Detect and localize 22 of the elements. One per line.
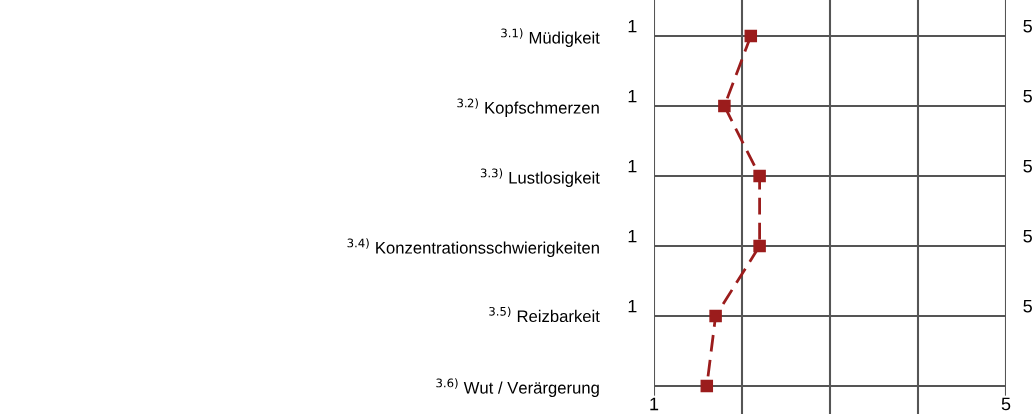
text: 1 (628, 299, 637, 313)
text: 5 (1023, 229, 1032, 243)
y-tick-label: $^{3.1)}$ Müdigkeit (501, 28, 600, 48)
point (753, 169, 766, 183)
y-tick-label: $^{3.2)}$ Kopfschmerzen (457, 98, 599, 118)
point (744, 29, 758, 43)
text: 5 (1023, 299, 1032, 313)
y-tick-label: $^{3.5)}$ Reizbarkeit (489, 306, 600, 323)
y-tick-label: $^{3.3)}$ Lustlosigkeit (480, 168, 600, 188)
text: 1 (628, 159, 637, 173)
point (709, 309, 722, 323)
text: 1 (628, 89, 637, 103)
point (718, 99, 731, 113)
point (753, 239, 766, 253)
point (700, 379, 714, 393)
text: 5 (1023, 19, 1032, 33)
text: 5 (1023, 159, 1032, 173)
text: 5 (1023, 89, 1032, 103)
text: 1 (628, 19, 637, 33)
y-tick-label: $^{3.6)}$ Wut / Verärgerung (436, 378, 599, 398)
text: 1 (628, 229, 637, 243)
y-tick-label: $^{3.4)}$ Konzentrationsschwierigkeiten (347, 238, 599, 258)
